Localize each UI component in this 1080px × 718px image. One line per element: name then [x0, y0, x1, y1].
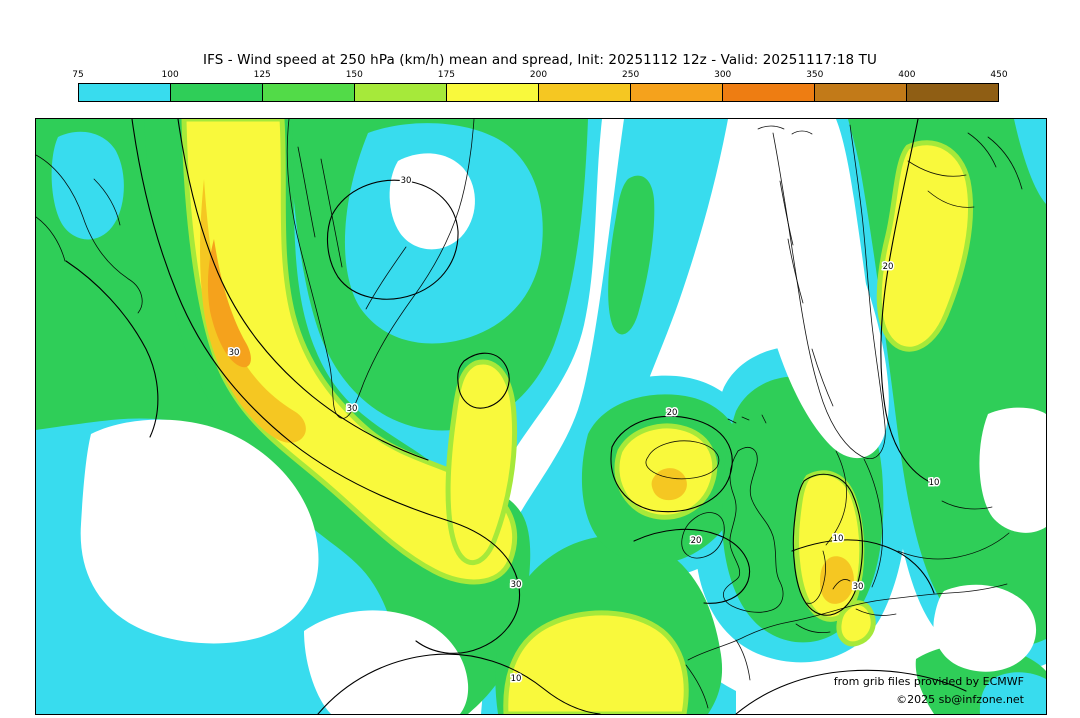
wind-region-orange-northsea-core: [820, 556, 854, 604]
coastline-scandinavia: [772, 124, 886, 459]
colorbar-tick-label: 450: [990, 70, 1008, 80]
filled-wind-regions: [36, 119, 1046, 714]
colorbar-tick-label: 400: [898, 70, 916, 80]
attribution-copyright: ©2025 sb@infzone.net: [896, 693, 1025, 706]
contour-line: [791, 539, 935, 594]
contour-line: [317, 653, 601, 714]
contour-labels: 30 30 30 30 20 20 20 30 10 10 10: [227, 175, 941, 686]
colorbar-tick-label: 75: [72, 70, 84, 80]
colorbar-segment: [630, 84, 722, 101]
colorbar-segment: [79, 84, 170, 101]
colorbar-segment: [262, 84, 354, 101]
contour-label: 30: [853, 582, 864, 592]
contour-label: 10: [511, 674, 522, 684]
low-region-cyan-northwest: [51, 131, 124, 240]
attribution-source: from grib files provided by ECMWF: [834, 675, 1024, 688]
contour-label: 10: [833, 534, 844, 544]
low-region-white-southwest: [80, 419, 319, 644]
contour-line: [633, 528, 750, 604]
colorbar-tick-label: 250: [622, 70, 640, 80]
colorbar-tick-label: 100: [161, 70, 179, 80]
contour-label: 30: [511, 580, 522, 590]
wind-region-deep-orange-jet-core: [207, 239, 251, 368]
low-region-cyan-northeast-corner: [1014, 119, 1046, 204]
contour-line: [177, 119, 429, 461]
map-frame: 30 30 30 30 20 20 20 30 10 10 10 from grib files p…: [35, 118, 1047, 715]
chart-title: IFS - Wind speed at 250 hPa (km/h) mean …: [203, 52, 877, 68]
contour-line: [457, 352, 510, 409]
coastline-norway-fjords: [779, 180, 834, 407]
wind-region-green-river-sliver: [608, 175, 655, 335]
coastline-great-britain: [722, 447, 784, 613]
wind-region-orange-jet-core: [200, 179, 306, 443]
low-region-white-greenland: [389, 153, 475, 250]
colorbar-segment: [906, 84, 998, 101]
coastline-baltic-south: [897, 500, 1010, 560]
colorbar-segment: [170, 84, 262, 101]
coastline-labrador: [36, 154, 143, 314]
low-region-white-southeast: [933, 584, 1037, 672]
coastline-iceland: [645, 440, 720, 480]
spread-contour-lines: [65, 119, 967, 714]
coastline-svalbard: [757, 125, 813, 135]
wind-region-orange-iceland-core: [651, 468, 687, 501]
wind-region-yellow-jet: [181, 119, 518, 585]
coastline-europe: [685, 583, 1008, 709]
contour-label: 20: [691, 536, 702, 546]
contour-label: 20: [667, 408, 678, 418]
coastline-greenland-fjords: [297, 146, 407, 310]
contour-line: [610, 415, 733, 513]
colorbar-tick-label: 175: [437, 70, 455, 80]
colorbar-segment: [354, 84, 446, 101]
wind-region-yellow-center-column: [445, 359, 518, 566]
wind-region-cyan-southeast-corner: [979, 672, 1046, 714]
coastline-sweden-baltic: [825, 450, 883, 588]
contour-line: [792, 473, 863, 616]
coastline-denmark: [806, 550, 851, 604]
colorbar-tick-label: 150: [345, 70, 363, 80]
wind-region-yellow-denmark: [836, 600, 876, 647]
colorbar-segment: [814, 84, 906, 101]
coastline-lowlands-detail: [795, 608, 897, 633]
colorbar-segment: [722, 84, 814, 101]
coastline-arctic-northeast: [967, 132, 1023, 190]
colorbar-segment: [446, 84, 538, 101]
colorbar: 75 100 125 150 175 200 250 300 350 400 450: [72, 70, 1008, 102]
contour-line: [735, 669, 967, 714]
contour-line: [131, 119, 521, 654]
contour-line: [880, 119, 933, 484]
contour-label: 30: [401, 176, 412, 186]
weather-map-svg: 30 30 30 30 20 20 20 30 10 10 10 from grib files p…: [36, 119, 1046, 714]
contour-label: 30: [229, 348, 240, 358]
contour-label: 10: [929, 478, 940, 488]
colorbar-ticks: 75 100 125 150 175 200 250 300 350 400 450: [72, 70, 1007, 83]
colorbar-tick-label: 300: [714, 70, 732, 80]
contour-line: [65, 260, 159, 438]
contour-label: 30: [347, 404, 358, 414]
coastline-faroe-shetland: [727, 414, 767, 424]
colorbar-tick-label: 125: [253, 70, 271, 80]
low-region-white-east-edge: [979, 407, 1046, 533]
coastline-kola: [907, 160, 975, 208]
coastline-ireland: [681, 512, 725, 559]
colorbar-tick-label: 350: [806, 70, 824, 80]
contour-line: [327, 179, 459, 300]
colorbar-segment: [538, 84, 630, 101]
contour-label: 20: [883, 262, 894, 272]
low-region-white-scandinavia: [738, 119, 889, 459]
colorbar-cells: [78, 83, 999, 102]
colorbar-tick-label: 200: [529, 70, 548, 80]
wind-region-yellow-bottom-center: [503, 610, 689, 714]
